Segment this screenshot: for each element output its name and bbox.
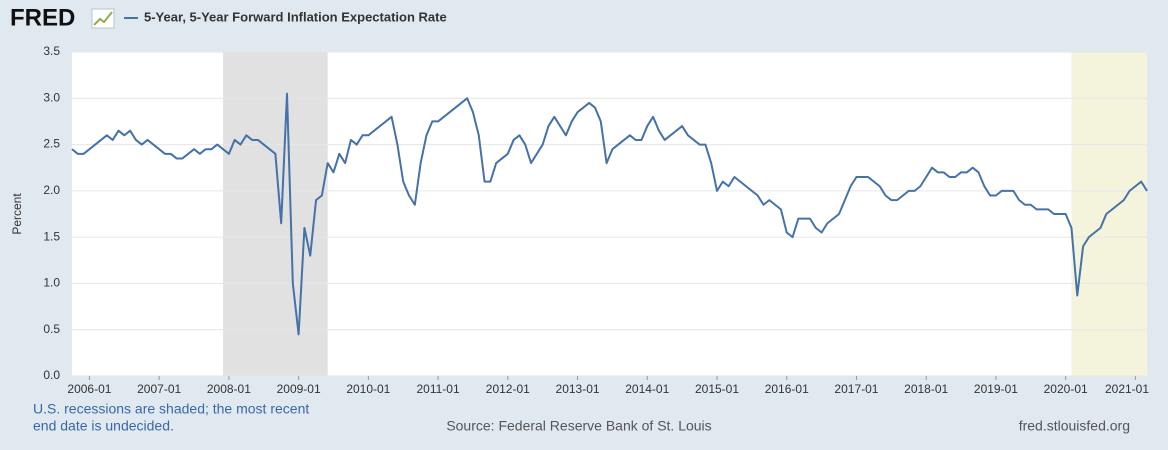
x-tick-label: 2021-01 — [1105, 382, 1149, 396]
x-tick-label: 2014-01 — [625, 382, 669, 396]
x-tick-label: 2008-01 — [207, 382, 251, 396]
x-tick-label: 2009-01 — [277, 382, 321, 396]
y-tick-label: 0.5 — [43, 322, 60, 336]
x-tick-label: 2007-01 — [137, 382, 181, 396]
x-tick-label: 2006-01 — [67, 382, 111, 396]
x-tick-label: 2016-01 — [765, 382, 809, 396]
x-tick-label: 2018-01 — [904, 382, 948, 396]
legend-label: 5-Year, 5-Year Forward Inflation Expecta… — [144, 9, 447, 24]
site: fred.stlouisfed.org — [1019, 418, 1130, 434]
plot: 0.0 0.5 1.0 1.5 2.0 2.5 3.0 3.5 2006-01 2007-01 20… — [43, 44, 1149, 396]
x-tick-label: 2012-01 — [486, 382, 530, 396]
source: Source: Federal Reserve Bank of St. Loui… — [446, 418, 711, 434]
y-tick-label: 0.0 — [43, 368, 60, 382]
x-tick-label: 2010-01 — [346, 382, 390, 396]
y-tick-label: 2.5 — [43, 137, 60, 151]
recession-shade — [223, 52, 328, 376]
x-tick-label: 2015-01 — [695, 382, 739, 396]
x-tick-label: 2019-01 — [974, 382, 1018, 396]
x-tick-label: 2017-01 — [834, 382, 878, 396]
x-tick-label: 2011-01 — [417, 382, 460, 396]
y-tick-label: 3.5 — [43, 44, 60, 58]
recession-shade — [1071, 52, 1147, 376]
brand-logo: FRED — [10, 4, 75, 31]
x-tick-label: 2020-01 — [1044, 382, 1088, 396]
x-tick-label: 2013-01 — [556, 382, 600, 396]
y-tick-label: 1.0 — [43, 276, 60, 290]
data-line — [71, 92, 1148, 336]
y-axis-label: Percent — [10, 193, 24, 235]
y-tick-label: 1.5 — [43, 229, 60, 243]
y-tick-label: 3.0 — [43, 90, 60, 104]
legend: 5-Year, 5-Year Forward Inflation Expecta… — [124, 9, 447, 24]
note: end date is undecided. — [33, 418, 174, 434]
logo-icon — [91, 8, 115, 29]
note: U.S. recessions are shaded; the most rec… — [33, 401, 309, 417]
y-tick-label: 2.0 — [43, 183, 60, 197]
